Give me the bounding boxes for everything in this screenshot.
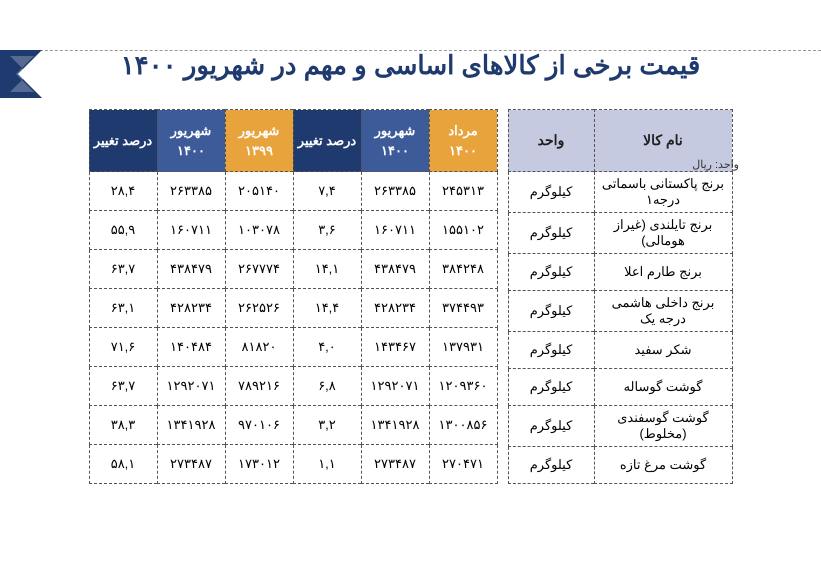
cell-name: برنج طارم اعلا [594, 254, 732, 291]
cell: ۱۰۳۰۷۸ [225, 211, 293, 250]
cell: ۱۷۳۰۱۲ [225, 445, 293, 484]
table-row: شکر سفیدکیلوگرم [508, 332, 732, 369]
col-header-shahrivar-b: شهریور ۱۴۰۰ [157, 110, 225, 172]
cell: ۷۸۹۲۱۶ [225, 367, 293, 406]
unit-note: واحد: ریال [692, 158, 739, 171]
cell-unit: کیلوگرم [508, 447, 594, 484]
cell: ۲۶۳۳۸۵ [361, 172, 429, 211]
cell-name: برنج پاکستانی باسماتی درجه۱ [594, 172, 732, 213]
cell-unit: کیلوگرم [508, 291, 594, 332]
cell: ۱۲۹۲۰۷۱ [361, 367, 429, 406]
cell: ۱۳۰۰۸۵۶ [429, 406, 497, 445]
cell: ۱۴۳۴۶۷ [361, 328, 429, 367]
page-title: قیمت برخی از کالاهای اساسی و مهم در شهری… [0, 50, 821, 81]
cell: ۲۶۲۵۲۶ [225, 289, 293, 328]
table-row: ۳۷۴۴۹۳۴۲۸۲۳۴۱۴,۴۲۶۲۵۲۶۴۲۸۲۳۴۶۳,۱ [89, 289, 497, 328]
cell-unit: کیلوگرم [508, 369, 594, 406]
cell: ۴,۰ [293, 328, 361, 367]
cell: ۵۵,۹ [89, 211, 157, 250]
cell-name: برنج تایلندی (غیراز هومالی) [594, 213, 732, 254]
cell-name: برنج داخلی هاشمی درجه یک [594, 291, 732, 332]
cell: ۱۶۰۷۱۱ [157, 211, 225, 250]
cell: ۳۸,۳ [89, 406, 157, 445]
cell: ۳۷۴۴۹۳ [429, 289, 497, 328]
cell-name: گوشت مرغ تازه [594, 447, 732, 484]
col-header-mordad: مرداد ۱۴۰۰ [429, 110, 497, 172]
table-row: ۲۷۰۴۷۱۲۷۳۴۸۷۱,۱۱۷۳۰۱۲۲۷۳۴۸۷۵۸,۱ [89, 445, 497, 484]
cell-name: گوشت گوسفندی (مخلوط) [594, 406, 732, 447]
cell: ۶,۸ [293, 367, 361, 406]
cell: ۶۳,۱ [89, 289, 157, 328]
col-header-pct1: درصد تغییر [293, 110, 361, 172]
cell: ۱۴,۱ [293, 250, 361, 289]
cell: ۴۲۸۲۳۴ [361, 289, 429, 328]
cell: ۱۴۰۴۸۴ [157, 328, 225, 367]
cell: ۲۰۵۱۴۰ [225, 172, 293, 211]
table-header-row: مرداد ۱۴۰۰ شهریور ۱۴۰۰ درصد تغییر شهریور… [89, 110, 497, 172]
cell: ۲۶۳۳۸۵ [157, 172, 225, 211]
col-header-shahrivar1399: شهریور ۱۳۹۹ [225, 110, 293, 172]
cell-unit: کیلوگرم [508, 213, 594, 254]
table-row: ۱۲۰۹۳۶۰۱۲۹۲۰۷۱۶,۸۷۸۹۲۱۶۱۲۹۲۰۷۱۶۳,۷ [89, 367, 497, 406]
cell: ۵۸,۱ [89, 445, 157, 484]
table-row: برنج طارم اعلاکیلوگرم [508, 254, 732, 291]
table-row: ۱۳۷۹۳۱۱۴۳۴۶۷۴,۰۸۱۸۲۰۱۴۰۴۸۴۷۱,۶ [89, 328, 497, 367]
table-row: ۳۸۴۲۴۸۴۳۸۴۷۹۱۴,۱۲۶۷۷۷۴۴۳۸۴۷۹۶۳,۷ [89, 250, 497, 289]
top-divider [0, 50, 821, 51]
cell: ۱۴,۴ [293, 289, 361, 328]
cell: ۸۱۸۲۰ [225, 328, 293, 367]
cell: ۱,۱ [293, 445, 361, 484]
cell: ۱۵۵۱۰۲ [429, 211, 497, 250]
col-header-shahrivar-a: شهریور ۱۴۰۰ [361, 110, 429, 172]
cell: ۲۴۵۳۱۳ [429, 172, 497, 211]
cell: ۱۶۰۷۱۱ [361, 211, 429, 250]
cell: ۲۷۰۴۷۱ [429, 445, 497, 484]
cell: ۴۳۸۴۷۹ [157, 250, 225, 289]
cell-unit: کیلوگرم [508, 172, 594, 213]
prices-table: مرداد ۱۴۰۰ شهریور ۱۴۰۰ درصد تغییر شهریور… [89, 109, 498, 484]
table-row: برنج تایلندی (غیراز هومالی)کیلوگرم [508, 213, 732, 254]
corner-arrow-icon [0, 50, 60, 115]
cell: ۶۳,۷ [89, 367, 157, 406]
cell: ۱۳۴۱۹۲۸ [157, 406, 225, 445]
cell: ۲۷۳۴۸۷ [157, 445, 225, 484]
cell-name: گوشت گوساله [594, 369, 732, 406]
cell-unit: کیلوگرم [508, 254, 594, 291]
table-row: برنج پاکستانی باسماتی درجه۱کیلوگرم [508, 172, 732, 213]
table-row: گوشت مرغ تازهکیلوگرم [508, 447, 732, 484]
cell: ۱۲۹۲۰۷۱ [157, 367, 225, 406]
cell: ۳,۶ [293, 211, 361, 250]
cell: ۶۳,۷ [89, 250, 157, 289]
table-row: گوشت گوسالهکیلوگرم [508, 369, 732, 406]
table-row: ۱۳۰۰۸۵۶۱۳۴۱۹۲۸۳,۲۹۷۰۱۰۶۱۳۴۱۹۲۸۳۸,۳ [89, 406, 497, 445]
table-row: ۲۴۵۳۱۳۲۶۳۳۸۵۷,۴۲۰۵۱۴۰۲۶۳۳۸۵۲۸,۴ [89, 172, 497, 211]
cell-name: شکر سفید [594, 332, 732, 369]
table-row: گوشت گوسفندی (مخلوط)کیلوگرم [508, 406, 732, 447]
cell: ۴۳۸۴۷۹ [361, 250, 429, 289]
col-header-unit: واحد [508, 110, 594, 172]
cell: ۹۷۰۱۰۶ [225, 406, 293, 445]
goods-tbody: برنج پاکستانی باسماتی درجه۱کیلوگرم برنج … [508, 172, 732, 484]
cell: ۳۸۴۲۴۸ [429, 250, 497, 289]
cell: ۲۷۳۴۸۷ [361, 445, 429, 484]
table-row: برنج داخلی هاشمی درجه یککیلوگرم [508, 291, 732, 332]
cell: ۷۱,۶ [89, 328, 157, 367]
cell: ۲۶۷۷۷۴ [225, 250, 293, 289]
cell: ۳,۲ [293, 406, 361, 445]
prices-tbody: ۲۴۵۳۱۳۲۶۳۳۸۵۷,۴۲۰۵۱۴۰۲۶۳۳۸۵۲۸,۴ ۱۵۵۱۰۲۱۶… [89, 172, 497, 484]
col-header-pct2: درصد تغییر [89, 110, 157, 172]
cell: ۷,۴ [293, 172, 361, 211]
cell-unit: کیلوگرم [508, 406, 594, 447]
cell-unit: کیلوگرم [508, 332, 594, 369]
cell: ۱۲۰۹۳۶۰ [429, 367, 497, 406]
cell: ۲۸,۴ [89, 172, 157, 211]
cell: ۱۳۴۱۹۲۸ [361, 406, 429, 445]
cell: ۴۲۸۲۳۴ [157, 289, 225, 328]
cell: ۱۳۷۹۳۱ [429, 328, 497, 367]
table-row: ۱۵۵۱۰۲۱۶۰۷۱۱۳,۶۱۰۳۰۷۸۱۶۰۷۱۱۵۵,۹ [89, 211, 497, 250]
